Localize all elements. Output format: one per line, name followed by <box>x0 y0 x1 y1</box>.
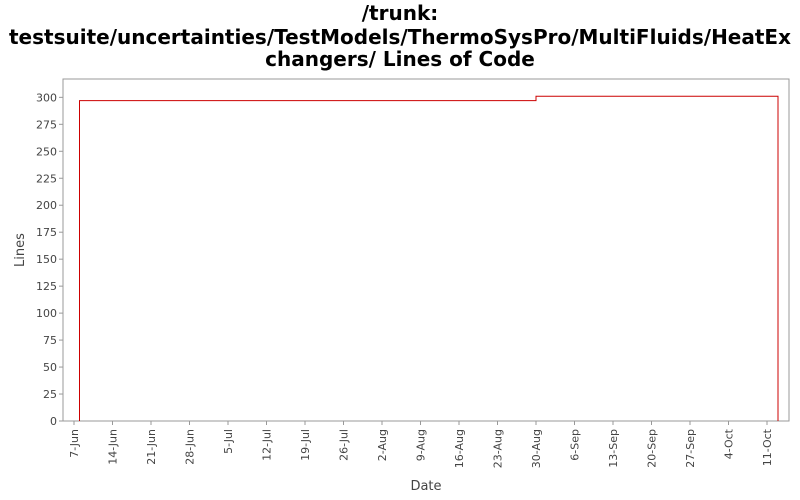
x-tick-label: 12-Jul <box>261 429 274 461</box>
y-tick-label: 200 <box>36 199 57 212</box>
x-tick-label: 2-Aug <box>376 429 389 461</box>
y-tick-label: 300 <box>36 91 57 104</box>
plot-area <box>62 78 790 422</box>
x-tick-label: 11-Oct <box>761 428 774 466</box>
y-tick-label: 225 <box>36 172 57 185</box>
x-tick-label: 13-Sep <box>607 429 620 468</box>
y-tick-label: 100 <box>36 307 57 320</box>
x-tick-label: 26-Jul <box>338 429 351 461</box>
x-tick-label: 19-Jul <box>299 429 312 461</box>
x-tick-label: 30-Aug <box>530 429 543 468</box>
y-tick-label: 125 <box>36 280 57 293</box>
line-series <box>79 95 779 421</box>
x-tick-label: 9-Aug <box>415 429 428 461</box>
x-tick-label: 6-Sep <box>569 429 582 461</box>
y-tick-label: 50 <box>43 361 57 374</box>
x-tick-label: 20-Sep <box>646 429 659 468</box>
y-tick-label: 25 <box>43 388 57 401</box>
x-axis-label: Date <box>410 479 441 494</box>
x-tick-label: 27-Sep <box>684 429 697 468</box>
x-tick-label: 14-Jun <box>107 429 120 465</box>
y-tick-label: 250 <box>36 145 57 158</box>
y-tick-label: 0 <box>50 415 57 428</box>
x-tick-label: 16-Aug <box>453 429 466 468</box>
x-tick-label: 21-Jun <box>145 429 158 465</box>
x-tick-label: 4-Oct <box>723 428 736 459</box>
y-tick-label: 150 <box>36 253 57 266</box>
y-tick-label: 275 <box>36 118 57 131</box>
y-axis-label: Lines <box>13 233 28 267</box>
y-tick-label: 175 <box>36 226 57 239</box>
y-tick-label: 75 <box>43 334 57 347</box>
x-tick-label: 28-Jun <box>184 429 197 465</box>
x-tick-label: 5-Jul <box>222 429 235 454</box>
chart-title-line: /trunk: <box>362 1 439 25</box>
chart-title-line: testsuite/uncertainties/TestModels/Therm… <box>9 25 791 49</box>
x-tick-label: 23-Aug <box>492 429 505 468</box>
x-tick-label: 7-Jun <box>68 429 81 458</box>
chart-title-line: changers/ Lines of Code <box>265 47 535 71</box>
